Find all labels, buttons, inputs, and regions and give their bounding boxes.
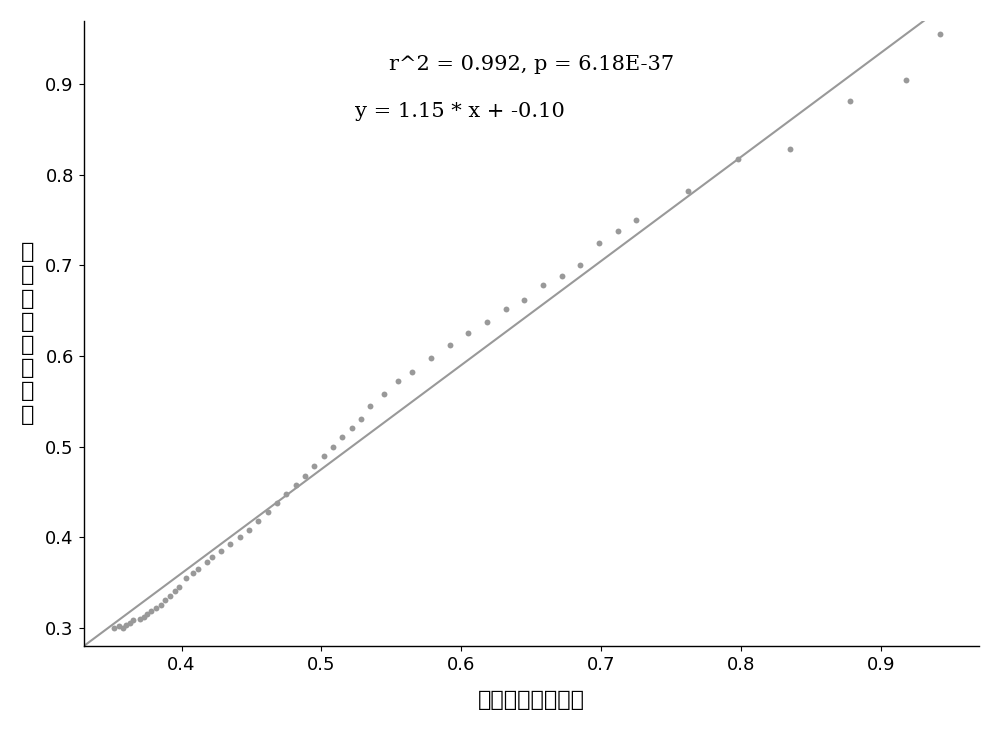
Point	[932, 29, 948, 40]
Point	[190, 563, 206, 575]
Point	[898, 74, 914, 86]
Point	[334, 431, 350, 443]
Point	[250, 515, 266, 526]
Point	[241, 524, 257, 536]
Point	[139, 608, 155, 620]
Point	[232, 531, 248, 543]
Point	[167, 586, 183, 597]
Point	[122, 617, 138, 629]
Point	[680, 185, 696, 197]
Point	[516, 294, 532, 306]
Point	[143, 605, 159, 617]
Point	[423, 352, 439, 363]
Point	[171, 581, 187, 593]
Text: r^2 = 0.992, p = 6.18E-37: r^2 = 0.992, p = 6.18E-37	[389, 56, 674, 75]
Point	[288, 479, 304, 491]
Point	[730, 153, 746, 164]
Point	[153, 599, 169, 611]
Point	[316, 450, 332, 461]
Point	[442, 339, 458, 351]
Point	[591, 237, 607, 249]
Point	[162, 590, 178, 602]
Text: y = 1.15 * x + -0.10: y = 1.15 * x + -0.10	[355, 102, 565, 121]
Point	[260, 506, 276, 518]
Point	[297, 469, 313, 481]
Point	[353, 414, 369, 425]
Point	[572, 260, 588, 271]
Point	[344, 423, 360, 434]
Point	[148, 602, 164, 613]
Point	[362, 400, 378, 412]
Point	[132, 613, 148, 624]
Point	[213, 545, 229, 556]
Point	[111, 620, 127, 632]
Point	[376, 388, 392, 400]
Point	[390, 376, 406, 387]
Point	[106, 622, 122, 634]
Point	[325, 441, 341, 452]
Point	[782, 143, 798, 155]
Point	[185, 567, 201, 579]
Point	[178, 572, 194, 583]
Point	[222, 539, 238, 550]
Point	[306, 461, 322, 472]
Point	[554, 270, 570, 282]
Point	[498, 303, 514, 315]
Point	[278, 488, 294, 499]
Point	[628, 214, 644, 226]
Point	[125, 615, 141, 626]
Point	[157, 594, 173, 606]
X-axis label: 预测每月存活概率: 预测每月存活概率	[478, 690, 585, 711]
Point	[535, 279, 551, 291]
Point	[404, 366, 420, 378]
Point	[136, 611, 152, 623]
Point	[269, 497, 285, 509]
Point	[199, 556, 215, 568]
Y-axis label: 实
际
每
月
存
活
概
率: 实 际 每 月 存 活 概 率	[21, 242, 34, 425]
Point	[204, 551, 220, 563]
Point	[460, 327, 476, 339]
Point	[115, 622, 131, 634]
Point	[842, 95, 858, 107]
Point	[610, 225, 626, 237]
Point	[479, 316, 495, 327]
Point	[118, 619, 134, 631]
